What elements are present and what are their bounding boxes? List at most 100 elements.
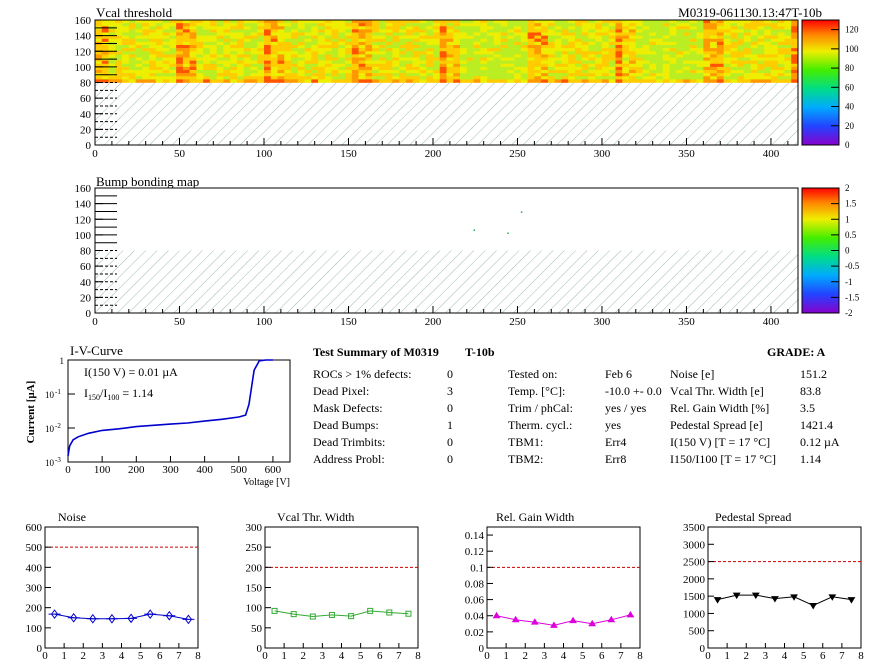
y-tick-label: 100	[26, 623, 43, 635]
map-cell	[770, 57, 779, 61]
map-cell	[95, 63, 103, 68]
map-cell	[399, 32, 407, 36]
map-cell	[730, 26, 738, 30]
map-cell	[676, 70, 684, 74]
map-cell	[534, 57, 542, 61]
map-cell	[378, 76, 386, 80]
map-cell	[683, 45, 691, 49]
map-cell	[764, 38, 772, 43]
data-point	[569, 616, 577, 624]
map-cell	[122, 35, 130, 40]
data-point	[328, 611, 335, 618]
map-cell	[419, 45, 427, 49]
map-cell	[318, 23, 326, 27]
map-cell	[710, 73, 718, 77]
map-cell	[723, 79, 731, 83]
map-cell	[270, 20, 278, 24]
map-cell	[629, 48, 637, 52]
map-cell	[304, 60, 312, 65]
map-cell	[473, 29, 481, 33]
map-cell	[595, 51, 603, 55]
map-cell	[527, 66, 535, 71]
map-cell	[527, 76, 535, 80]
map-cell	[358, 76, 366, 80]
map-cell	[155, 48, 163, 52]
map-cell	[270, 70, 278, 74]
map-cell	[142, 32, 150, 36]
map-cell	[243, 29, 251, 33]
map-cell	[392, 41, 400, 46]
map-cell	[635, 41, 643, 46]
map-cell	[338, 51, 346, 55]
map-cell	[487, 23, 495, 27]
map-cell	[676, 48, 684, 52]
map-cell	[460, 35, 468, 40]
map-cell	[507, 48, 515, 52]
map-cell	[297, 51, 305, 55]
bump-color-palette: -2-1.5-1-0.500.511.52	[801, 183, 860, 318]
map-cell	[378, 60, 386, 65]
map-cell	[676, 66, 684, 71]
map-cell	[128, 29, 136, 33]
map-cell	[189, 29, 197, 33]
map-cell	[554, 23, 562, 27]
map-cell	[466, 76, 474, 80]
map-cell	[230, 66, 238, 71]
map-cell	[656, 76, 664, 80]
map-cell	[683, 54, 691, 58]
map-cell	[236, 48, 245, 52]
map-cell	[696, 38, 704, 43]
map-cell	[365, 45, 373, 49]
map-cell	[243, 20, 251, 24]
map-cell	[236, 63, 245, 68]
summary-left-value: 1	[447, 418, 453, 432]
map-cell	[466, 20, 474, 24]
map-cell	[622, 26, 630, 30]
x-tick-label: 4	[782, 650, 788, 662]
map-cell	[257, 23, 265, 27]
map-cell	[243, 51, 251, 55]
map-cell	[770, 48, 779, 52]
map-cell	[635, 29, 643, 33]
map-cell	[777, 26, 785, 30]
map-cell	[128, 63, 136, 68]
map-cell	[541, 41, 549, 46]
map-cell	[196, 45, 204, 49]
map-cell	[629, 60, 637, 65]
map-cell	[223, 48, 231, 52]
map-cell	[541, 51, 549, 55]
map-cell	[527, 73, 535, 77]
map-cell	[392, 79, 400, 83]
map-cell	[750, 45, 758, 49]
map-cell	[257, 73, 265, 77]
map-cell	[581, 66, 589, 71]
map-cell	[284, 26, 292, 30]
map-cell	[372, 73, 380, 77]
map-cell	[642, 48, 650, 52]
y-tick-label: 120	[75, 46, 92, 58]
map-cell	[284, 66, 292, 71]
map-cell	[223, 73, 231, 77]
bump-defect	[507, 232, 509, 235]
data-point	[108, 613, 116, 624]
map-cell	[696, 60, 704, 65]
map-cell	[338, 32, 346, 36]
map-cell	[615, 66, 623, 71]
iv-y-tick-exp: -1	[55, 388, 61, 396]
map-cell	[777, 48, 785, 52]
map-cell	[662, 79, 670, 83]
map-cell	[520, 54, 528, 58]
map-cell	[642, 41, 650, 46]
map-cell	[541, 66, 549, 71]
map-cell	[696, 57, 704, 61]
map-cell	[196, 57, 204, 61]
map-cell	[500, 57, 508, 61]
map-cell	[270, 45, 278, 49]
map-cell	[223, 38, 231, 43]
x-tick-label: 300	[594, 148, 611, 160]
map-cell	[203, 63, 211, 68]
map-cell	[419, 66, 427, 71]
map-cell	[432, 35, 441, 40]
map-cell	[358, 23, 366, 27]
map-cell	[581, 32, 589, 36]
